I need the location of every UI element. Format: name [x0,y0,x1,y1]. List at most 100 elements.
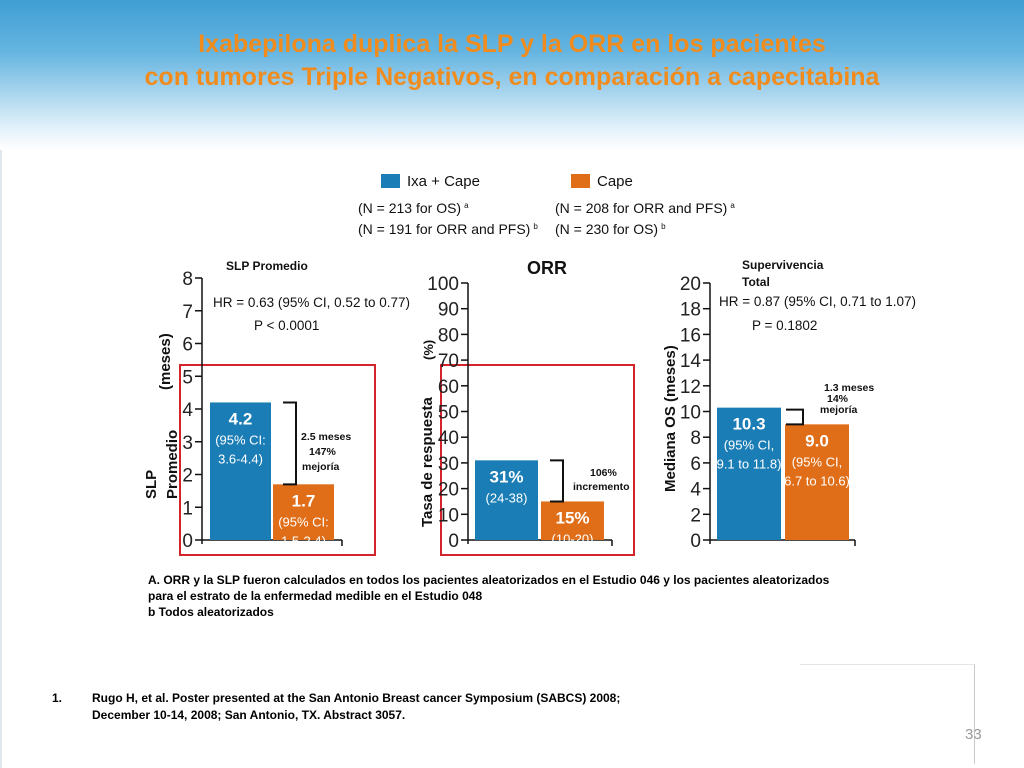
chart2-tick-label-30: 30 [438,454,459,475]
chart1-hr: HR = 0.63 (95% CI, 0.52 to 0.77) [213,295,410,310]
chart2-tick-label-50: 50 [438,403,459,424]
legend-swatch-ixa-cape [381,174,400,188]
page-number: 33 [965,726,982,743]
chart1-tick-label-8: 8 [182,269,193,290]
chart1-annotation-3: mejoría [302,461,340,473]
chart2-bar-value-ixa-cape: 31% [489,467,523,486]
chart3-bar-value-cape: 9.0 [805,431,829,450]
chart1-tick-label-6: 6 [182,335,193,356]
legend-superscript-ixa-2: b [533,222,538,231]
chart2-tick-label-90: 90 [438,300,459,321]
legend-label-ixa-cape: Ixa + Cape [407,173,480,190]
legend-superscript-cape-1: a [730,201,735,210]
chart3-tick-label-6: 6 [690,454,701,475]
legend-swatch-cape [571,174,590,188]
chart2-bar-value-cape: 15% [555,508,589,527]
chart1-tick-label-5: 5 [182,367,193,388]
chart3-annotation-2: 14% [827,393,849,405]
chart2-bar-cape [541,501,604,540]
chart1-bar-ci-ixa-cape-1: (95% CI: [215,432,266,447]
chart3-tick-label-12: 12 [680,377,701,398]
left-border [0,150,2,768]
chart3-tick-label-18: 18 [680,300,701,321]
chart1-highlight-box [179,364,376,556]
chart1-difference-bracket [283,401,297,486]
chart2-annotation-2: incremento [573,481,630,493]
chart1-heading: SLP Promedio [226,259,308,273]
chart3-bar-ci-cape-1: (95% CI, [792,454,843,469]
chart1-bar-ci-cape-1: (95% CI: [278,514,329,529]
chart3-bar-value-ixa-cape: 10.3 [732,415,765,434]
legend-n-ixa-1: (N = 213 for OS) [358,200,461,216]
chart1-tick-label-2: 2 [182,466,193,487]
chart3-tick-label-4: 4 [690,480,701,501]
chart1-tick-label-3: 3 [182,433,193,454]
chart2-heading: ORR [527,258,567,278]
chart3-tick-label-10: 10 [680,403,701,424]
chart3-annotation-1: 1.3 meses [824,382,874,394]
chart1-annotation-2: 147% [309,446,337,458]
chart2-tick-label-0: 0 [448,531,459,552]
chart3-tick-label-2: 2 [690,505,701,526]
chart2-bar-ixa-cape [475,460,538,540]
legend-n-ixa-2: (N = 191 for ORR and PFS) [358,221,530,237]
reference-line-2: December 10-14, 2008; San Antonio, TX. A… [92,708,406,722]
legend-superscript-ixa-1: a [464,201,469,210]
legend-n-cape-1: (N = 208 for ORR and PFS) [555,200,727,216]
header-band [0,0,1024,150]
chart3-tick-label-20: 20 [680,274,701,295]
chart1-ylabel-line1: SLP [143,470,160,499]
chart3-difference-bracket [786,408,804,426]
chart1-p-value: P < 0.0001 [254,318,319,333]
chart2-ylabel-unit: (%) [421,340,436,360]
chart1-tick-label-7: 7 [182,302,193,323]
chart2-tick-label-100: 100 [427,274,459,295]
chart1-ylabel-line2: Promedio [164,430,181,499]
chart3-p-value: P = 0.1802 [752,318,817,333]
title-line-2: con tumores Triple Negativos, en compara… [144,63,880,91]
slide-title: Ixabepilona duplica la SLP y la ORR en l… [20,28,1004,94]
chart3-bar-ci-ixa-cape-2: 9.1 to 11.8) [717,457,782,472]
chart1-bar-ci-ixa-cape-2: 3.6-4.4) [218,451,263,466]
chart3-annotation-3: mejoría [820,404,858,416]
legend-label-cape: Cape [597,173,633,190]
chart3-bar-cape [785,424,849,540]
chart1-bar-cape [273,484,334,540]
chart3-tick-label-8: 8 [690,428,701,449]
chart3-bar-ixa-cape [717,407,781,540]
chart1-bar-value-ixa-cape: 4.2 [229,409,253,428]
chart1-bar-ci-cape-2: 1.5-2.4) [281,533,326,548]
chart3-heading-line1: Supervivencia [742,258,824,272]
footnotes: A. ORR y la SLP fueron calculados en tod… [148,572,908,620]
legend-superscript-cape-2: b [661,222,666,231]
chart1-bar-value-cape: 1.7 [292,491,316,510]
chart2-ylabel: Tasa de respuesta [419,397,436,527]
footnote-b: b Todos aleatorizados [148,605,274,619]
chart3-tick-label-14: 14 [680,351,702,372]
chart2-bar-ci-cape-1: (10-20) [552,531,594,546]
chart3-hr: HR = 0.87 (95% CI, 0.71 to 1.07) [719,294,916,309]
legend-n-cape-2: (N = 230 for OS) [555,221,658,237]
chart2-difference-bracket [550,459,564,503]
reference-text: Rugo H, et al. Poster presented at the S… [92,690,620,724]
footnote-a-line1: A. ORR y la SLP fueron calculados en tod… [148,573,830,587]
chart2-tick-label-60: 60 [438,377,459,398]
footnote-a-line2: para el estrato de la enfermedad medible… [148,589,483,603]
footer-frame [800,664,975,764]
chart2-bar-ci-ixa-cape-1: (24-38) [486,490,528,505]
chart3-bar-ci-ixa-cape-1: (95% CI, [724,438,775,453]
chart2-tick-label-20: 20 [438,480,459,501]
chart3-heading-line2: Total [742,275,770,289]
chart1-tick-label-4: 4 [182,400,193,421]
chart1-annotation-1: 2.5 meses [301,431,351,443]
chart2-tick-label-40: 40 [438,428,459,449]
chart3-tick-label-0: 0 [690,531,701,552]
chart1-ylabel-unit: (meses) [157,333,174,390]
reference-line-1: Rugo H, et al. Poster presented at the S… [92,691,621,705]
chart1-bar-ixa-cape [210,402,271,540]
chart1-tick-label-1: 1 [182,498,193,519]
chart2-tick-label-70: 70 [438,351,459,372]
chart2-annotation-1: 106% [590,467,618,479]
chart2-tick-label-10: 10 [438,505,459,526]
